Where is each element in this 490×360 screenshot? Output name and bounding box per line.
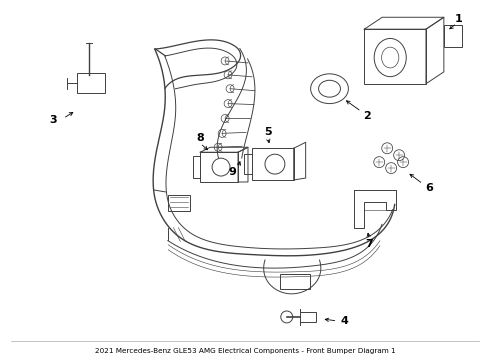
Bar bbox=[252, 148, 294, 180]
Bar bbox=[244, 154, 252, 174]
Bar bbox=[444, 25, 462, 47]
Bar bbox=[169, 195, 190, 211]
Text: 1: 1 bbox=[455, 14, 463, 24]
Text: 5: 5 bbox=[264, 127, 271, 138]
Text: 2: 2 bbox=[364, 111, 371, 121]
Text: 6: 6 bbox=[425, 183, 433, 193]
Bar bbox=[193, 156, 200, 178]
Text: 8: 8 bbox=[196, 133, 204, 143]
Bar bbox=[300, 312, 316, 322]
Text: 2021 Mercedes-Benz GLE53 AMG Electrical Components - Front Bumper Diagram 1: 2021 Mercedes-Benz GLE53 AMG Electrical … bbox=[95, 348, 395, 354]
Bar bbox=[200, 152, 238, 182]
Text: 9: 9 bbox=[228, 167, 236, 177]
Bar bbox=[77, 73, 105, 93]
Text: 4: 4 bbox=[341, 316, 348, 326]
Text: 3: 3 bbox=[49, 116, 57, 126]
Text: 7: 7 bbox=[366, 239, 373, 249]
Bar bbox=[365, 29, 426, 84]
Bar bbox=[280, 274, 310, 289]
